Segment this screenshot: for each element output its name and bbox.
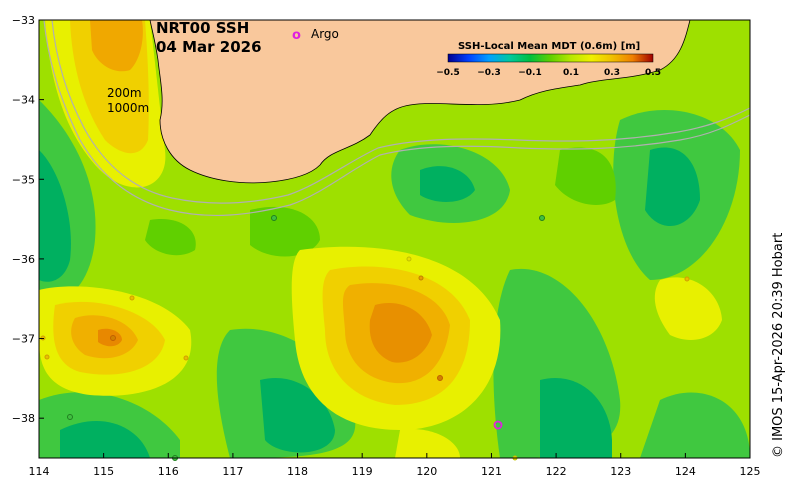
colorbar-tick-label: −0.5 [436, 68, 459, 78]
map-title-line2: 04 Mar 2026 [156, 38, 262, 56]
argo-highlight-marker [493, 420, 503, 430]
x-tick-label: 120 [416, 465, 437, 478]
y-tick-label: −35 [12, 173, 35, 186]
x-tick-label: 116 [158, 465, 179, 478]
y-tick-label: −38 [12, 412, 35, 425]
colorbar-tick-label: −0.3 [477, 68, 500, 78]
y-tick-label: −37 [12, 333, 35, 346]
contour-label-1000m: 1000m [107, 101, 149, 115]
x-axis: 114 115 116 117 118 119 120 121 122 123 124 125 [29, 453, 761, 478]
colorbar-title: SSH-Local Mean MDT (0.6m) [m] [458, 41, 640, 52]
map-title-line1: NRT00 SSH [156, 19, 249, 37]
imos-credit: © IMOS 15-Apr-2026 20:39 Hobart [771, 233, 786, 458]
colorbar-tick-label: 0.1 [563, 68, 579, 78]
x-tick-label: 123 [610, 465, 631, 478]
colorbar-tick-label: −0.1 [518, 68, 541, 78]
x-tick-label: 122 [546, 465, 567, 478]
x-tick-label: 115 [93, 465, 114, 478]
ssh-field [39, 20, 750, 458]
contour-label-200m: 200m [107, 86, 142, 100]
x-tick-label: 118 [287, 465, 308, 478]
x-tick-label: 121 [481, 465, 502, 478]
x-tick-label: 124 [675, 465, 696, 478]
y-axis: −33 −34 −35 −36 −37 −38 [12, 14, 44, 425]
argo-legend-icon: o [292, 28, 301, 43]
colorbar: SSH-Local Mean MDT (0.6m) [m] −0.5 −0.3 −0… [436, 41, 661, 78]
plot-frame [38, 19, 751, 459]
x-tick-label: 125 [740, 465, 761, 478]
colorbar-scale [447, 53, 654, 63]
y-tick-label: −34 [12, 94, 35, 107]
colorbar-tick-label: 0.5 [645, 68, 661, 78]
colorbar-tick-label: 0.3 [604, 68, 620, 78]
argo-legend-label: Argo [311, 27, 339, 41]
x-tick-label: 114 [29, 465, 50, 478]
argo-floats [40, 215, 690, 461]
y-tick-label: −36 [12, 253, 35, 266]
y-tick-label: −33 [12, 14, 35, 27]
x-tick-label: 119 [352, 465, 373, 478]
x-tick-label: 117 [222, 465, 243, 478]
